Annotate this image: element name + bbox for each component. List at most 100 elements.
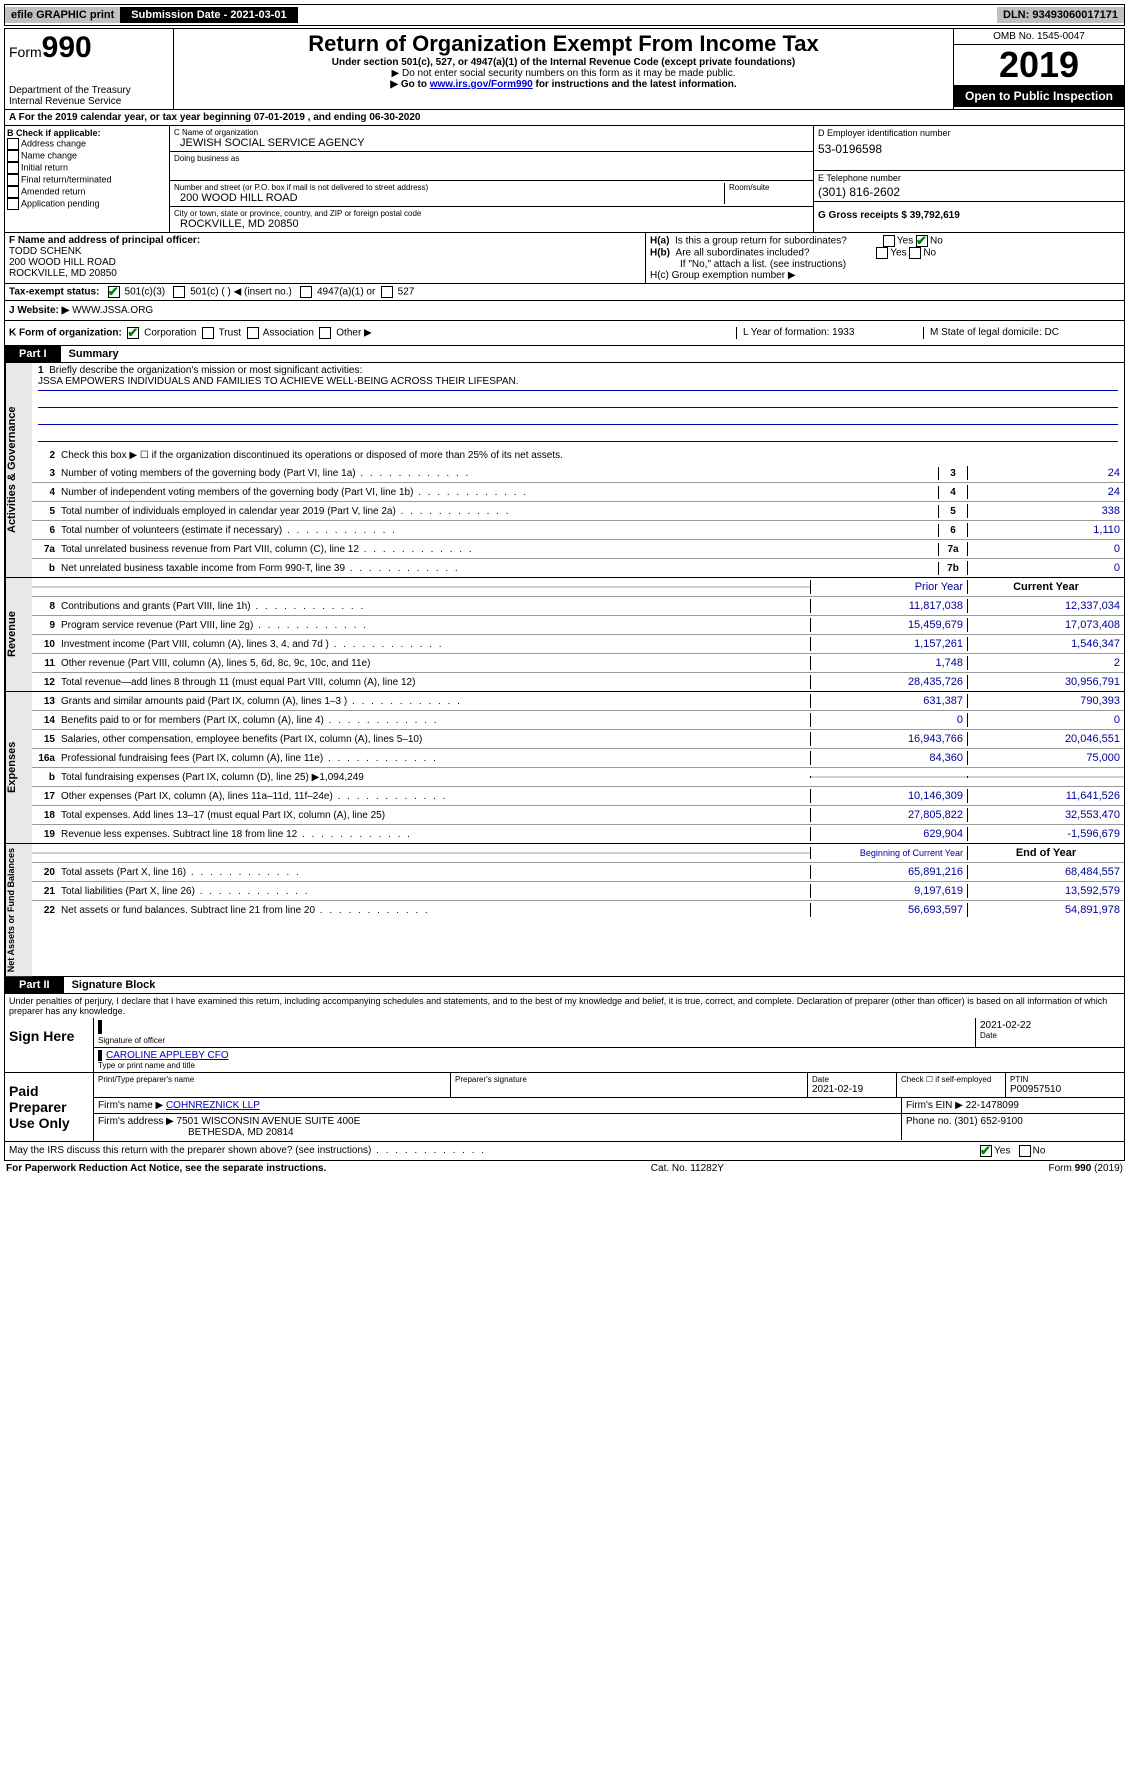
- ln-9: 9: [32, 619, 59, 632]
- net-hdr: Beginning of Current Year End of Year: [32, 844, 1124, 863]
- l22-desc: Net assets or fund balances. Subtract li…: [59, 904, 810, 917]
- line-20: 20 Total assets (Part X, line 16) 65,891…: [32, 863, 1124, 882]
- exp-section: Expenses 13 Grants and similar amounts p…: [4, 692, 1125, 844]
- blank: [32, 852, 59, 854]
- checkbox-icon[interactable]: [980, 1145, 992, 1157]
- checkbox-icon[interactable]: [7, 174, 19, 186]
- checkbox-icon[interactable]: [7, 198, 19, 210]
- checkbox-icon[interactable]: [883, 235, 895, 247]
- sig-line-2: CAROLINE APPLEBY CFO Type or print name …: [94, 1048, 1124, 1072]
- c9: 17,073,408: [967, 618, 1124, 632]
- num-7b: 7b: [938, 562, 967, 575]
- sign-here: Sign Here: [5, 1018, 94, 1072]
- checkbox-icon[interactable]: [1019, 1145, 1031, 1157]
- b-opt-label: Application pending: [21, 198, 100, 208]
- paid-line-2: Firm's name ▶ COHNREZNICK LLP Firm's EIN…: [94, 1098, 1124, 1114]
- h5-label: PTIN: [1010, 1075, 1120, 1084]
- h2-label: Preparer's signature: [455, 1075, 803, 1084]
- line-13: 13 Grants and similar amounts paid (Part…: [32, 692, 1124, 711]
- row-j: J Website: ▶ WWW.JSSA.ORG: [4, 301, 1125, 321]
- ln-10: 10: [32, 638, 59, 651]
- subtitle-2b: ▶ Go to www.irs.gov/Form990 for instruct…: [176, 79, 951, 90]
- h1-label: Print/Type preparer's name: [98, 1075, 446, 1084]
- efile-label[interactable]: efile GRAPHIC print: [5, 7, 121, 23]
- l9-desc: Program service revenue (Part VIII, line…: [59, 619, 810, 632]
- header-mid: Return of Organization Exempt From Incom…: [174, 29, 953, 109]
- line-17: 17 Other expenses (Part IX, column (A), …: [32, 787, 1124, 806]
- k-form-org: K Form of organization: Corporation Trus…: [9, 327, 736, 339]
- submission-date: Submission Date - 2021-03-01: [121, 7, 297, 23]
- checkbox-icon[interactable]: [319, 327, 331, 339]
- form-990: 990: [42, 31, 92, 64]
- checkbox-icon[interactable]: [108, 286, 120, 298]
- sign-right: Signature of officer 2021-02-22 Date CAR…: [94, 1018, 1124, 1072]
- gov-side: Activities & Governance: [5, 363, 32, 577]
- checkbox-icon[interactable]: [876, 247, 888, 259]
- firm-val[interactable]: COHNREZNICK LLP: [166, 1100, 260, 1111]
- line-7a: 7a Total unrelated business revenue from…: [32, 540, 1124, 559]
- checkbox-icon[interactable]: [7, 150, 19, 162]
- line-16a: 16a Professional fundraising fees (Part …: [32, 749, 1124, 768]
- cur-hdr: Current Year: [967, 580, 1124, 594]
- k-trust: Trust: [219, 328, 241, 339]
- l18-desc: Total expenses. Add lines 13–17 (must eq…: [59, 809, 810, 822]
- line-4: 4 Number of independent voting members o…: [32, 483, 1124, 502]
- c18: 32,553,470: [967, 808, 1124, 822]
- checkbox-icon[interactable]: [909, 247, 921, 259]
- blank: [59, 586, 810, 588]
- l16b-desc: Total fundraising expenses (Part IX, col…: [59, 771, 810, 784]
- discuss-text: May the IRS discuss this return with the…: [9, 1145, 980, 1157]
- ha: H(a) Is this a group return for subordin…: [650, 235, 1120, 247]
- hb-note: If "No," attach a list. (see instruction…: [650, 259, 1120, 270]
- subtitle-1: Under section 501(c), 527, or 4947(a)(1)…: [176, 57, 951, 68]
- checkbox-icon[interactable]: [173, 286, 185, 298]
- part2-header: Part II Signature Block: [4, 977, 1125, 994]
- checkbox-icon[interactable]: [247, 327, 259, 339]
- gross-val: 39,792,619: [910, 210, 960, 221]
- checkbox-icon[interactable]: [7, 138, 19, 150]
- p13: 631,387: [810, 694, 967, 708]
- line-2: 2 Check this box ▶ ☐ if the organization…: [32, 446, 1124, 464]
- ln-18: 18: [32, 809, 59, 822]
- firm-addr1: 7501 WISCONSIN AVENUE SUITE 400E: [177, 1116, 361, 1127]
- checkbox-icon[interactable]: [202, 327, 214, 339]
- paid-line-3: Firm's address ▶ 7501 WISCONSIN AVENUE S…: [94, 1114, 1124, 1140]
- c14: 0: [967, 713, 1124, 727]
- checkbox-icon[interactable]: [7, 162, 19, 174]
- line-22: 22 Net assets or fund balances. Subtract…: [32, 901, 1124, 919]
- line-10: 10 Investment income (Part VIII, column …: [32, 635, 1124, 654]
- checkbox-icon[interactable]: [381, 286, 393, 298]
- line-14: 14 Benefits paid to or for members (Part…: [32, 711, 1124, 730]
- omb-no: OMB No. 1545-0047: [954, 29, 1124, 45]
- ln-4: 4: [32, 486, 59, 499]
- checkbox-icon[interactable]: [300, 286, 312, 298]
- l17-desc: Other expenses (Part IX, column (A), lin…: [59, 790, 810, 803]
- footer-right: Form 990 (2019): [1049, 1163, 1123, 1174]
- officer-printed[interactable]: CAROLINE APPLEBY CFO: [106, 1050, 1120, 1061]
- checkbox-icon[interactable]: [7, 186, 19, 198]
- val-6: 1,110: [967, 523, 1124, 537]
- footer-mid: Cat. No. 11282Y: [651, 1163, 724, 1174]
- rev-side: Revenue: [5, 578, 32, 691]
- p14: 0: [810, 713, 967, 727]
- line-3: 3 Number of voting members of the govern…: [32, 464, 1124, 483]
- ln-2: 2: [32, 449, 59, 462]
- line-11: 11 Other revenue (Part VIII, column (A),…: [32, 654, 1124, 673]
- prep-ptin: PTIN P00957510: [1006, 1073, 1124, 1097]
- checkbox-icon[interactable]: [127, 327, 139, 339]
- gov-body: 1 Briefly describe the organization's mi…: [32, 363, 1124, 577]
- ln-3: 3: [32, 467, 59, 480]
- irs-link[interactable]: www.irs.gov/Form990: [430, 79, 533, 90]
- checkbox-icon[interactable]: [916, 235, 928, 247]
- p16a: 84,360: [810, 751, 967, 765]
- sig-line-1: Signature of officer 2021-02-22 Date: [94, 1018, 1124, 1048]
- c8: 12,337,034: [967, 599, 1124, 613]
- c13: 790,393: [967, 694, 1124, 708]
- c22: 54,891,978: [967, 903, 1124, 917]
- p19: 629,904: [810, 827, 967, 841]
- blank: [32, 586, 59, 588]
- city-val: ROCKVILLE, MD 20850: [174, 218, 809, 230]
- l5-desc: Total number of individuals employed in …: [59, 505, 938, 518]
- mission-blank: [38, 427, 1118, 442]
- officer-addr2: ROCKVILLE, MD 20850: [9, 268, 117, 279]
